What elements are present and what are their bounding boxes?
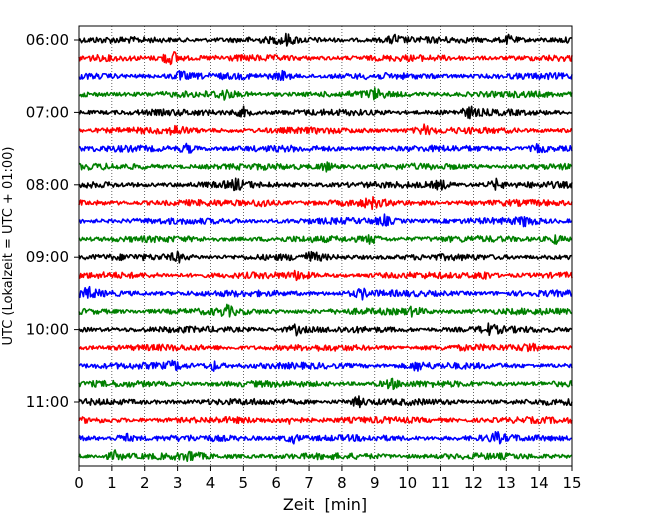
y-tick-label: 09:00 [26, 248, 69, 266]
seismic-trace [78, 449, 573, 462]
plot-frame [78, 25, 573, 467]
y-tick-label: 11:00 [26, 393, 69, 411]
seismic-trace [78, 213, 573, 228]
x-tick-label: 15 [562, 474, 581, 492]
y-tick-label: 07:00 [26, 103, 69, 121]
seismic-trace [78, 123, 573, 136]
x-tick-label: 0 [74, 474, 84, 492]
y-tick-label: 08:00 [26, 176, 69, 194]
seismic-trace [78, 359, 573, 372]
seismic-trace [78, 342, 573, 353]
x-tick-label: 14 [530, 474, 549, 492]
x-tick-label: 3 [173, 474, 183, 492]
seismic-trace [78, 322, 573, 337]
x-tick-label: 2 [140, 474, 150, 492]
x-tick-label: 9 [370, 474, 380, 492]
seismic-trace [78, 161, 573, 173]
x-axis-ticks: 0 1 2 3 4 5 6 7 8 9 10 11 12 13 14 15 [74, 466, 582, 492]
seismic-trace [78, 51, 573, 66]
seismic-trace [78, 395, 573, 409]
seismic-trace [78, 430, 573, 445]
seismic-trace [78, 177, 573, 192]
x-tick-label: 12 [464, 474, 483, 492]
x-tick-label: 11 [431, 474, 450, 492]
x-tick-label: 13 [497, 474, 516, 492]
x-tick-label: 6 [271, 474, 281, 492]
y-tick-label: 06:00 [26, 31, 69, 49]
seismic-trace [78, 303, 573, 318]
trace-group [78, 32, 573, 462]
x-tick-label: 1 [107, 474, 117, 492]
y-tick-label: 10:00 [26, 321, 69, 339]
seismic-trace [78, 416, 573, 425]
seismic-trace [78, 377, 573, 391]
x-tick-label: 8 [337, 474, 347, 492]
x-tick-label: 10 [398, 474, 417, 492]
seismic-trace [78, 250, 573, 264]
seismic-trace [78, 87, 573, 101]
x-tick-label: 5 [239, 474, 249, 492]
seismic-trace [78, 32, 573, 47]
seismic-trace [78, 69, 573, 82]
x-tick-label: 4 [206, 474, 216, 492]
seismic-trace [78, 142, 573, 154]
y-axis-label: UTC (Lokalzeit = UTC + 01:00) [1, 147, 16, 346]
x-tick-label: 7 [304, 474, 314, 492]
seismic-trace [78, 234, 573, 246]
seismic-trace [78, 285, 573, 301]
seismic-trace [78, 269, 573, 282]
seismic-trace [78, 105, 573, 120]
seismic-trace [78, 196, 573, 211]
x-axis-label: Zeit [min] [283, 495, 367, 514]
grid-lines [111, 26, 540, 466]
y-axis-ticks: 06:00 07:00 08:00 09:00 10:00 11:00 [26, 31, 79, 411]
